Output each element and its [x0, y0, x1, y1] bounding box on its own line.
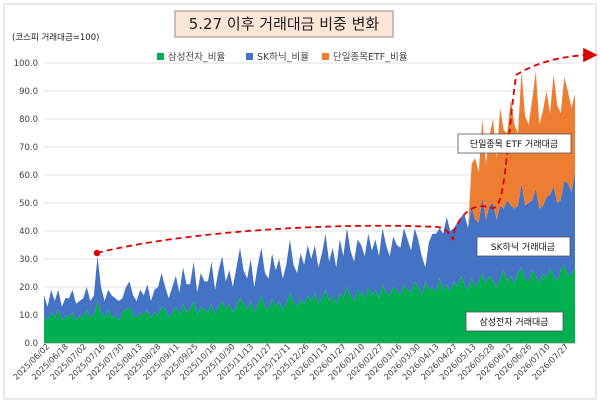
legend-label-skhynix: SK하닉_비율 [257, 51, 309, 63]
legend-label-etf: 단일종목ETF_비율 [333, 52, 408, 63]
trend-arrow [93, 47, 598, 257]
legend: 삼성전자_비율 SK하닉_비율 단일종목ETF_비율 [157, 51, 408, 63]
y-tick-label: 40.0 [19, 227, 38, 237]
unit-label: (코스피 거래대금=100) [12, 33, 99, 43]
area-series-samsung [44, 264, 575, 343]
y-tick-label: 80.0 [19, 115, 38, 125]
legend-swatch-etf [322, 53, 329, 60]
y-tick-label: 50.0 [19, 199, 38, 209]
y-axis: 0.0 10.0 20.0 30.0 40.0 50.0 60.0 70.0 80.0 90.0 1… [14, 59, 38, 349]
title-box: 5.27 이후 거래대금 비중 변화 [174, 10, 394, 38]
callout-samsung: 삼성전자 거래대금 [465, 311, 564, 332]
callout-etf-text: 단일종목 ETF 거래대금 [470, 139, 558, 150]
area-series-skhynix [44, 172, 575, 321]
chart-title: 5.27 이후 거래대금 비중 변화 [189, 15, 380, 33]
y-tick-label: 0.0 [24, 339, 38, 349]
trend-start-dot [93, 249, 101, 257]
y-tick-label: 60.0 [19, 171, 38, 181]
y-tick-label: 30.0 [19, 255, 38, 265]
stacked-areas [44, 71, 575, 343]
legend-swatch-skhynix [246, 53, 253, 60]
y-tick-label: 20.0 [19, 283, 38, 293]
y-tick-label: 100.0 [14, 59, 38, 69]
callout-etf: 단일종목 ETF 거래대금 [457, 133, 572, 154]
legend-label-samsung: 삼성전자_비율 [168, 52, 225, 63]
callout-skhynix: SK하닉 거래대금 [476, 236, 571, 257]
callout-samsung-text: 삼성전자 거래대금 [479, 317, 548, 328]
area-series-etf [44, 71, 575, 307]
y-tick-label: 10.0 [19, 311, 38, 321]
legend-swatch-samsung [157, 53, 164, 60]
callout-skhynix-text: SK하닉 거래대금 [491, 242, 555, 253]
y-tick-label: 90.0 [19, 87, 38, 97]
y-tick-label: 70.0 [19, 143, 38, 153]
x-axis: 2025/06/022025/06/182025/07/022025/07/16… [11, 341, 570, 381]
